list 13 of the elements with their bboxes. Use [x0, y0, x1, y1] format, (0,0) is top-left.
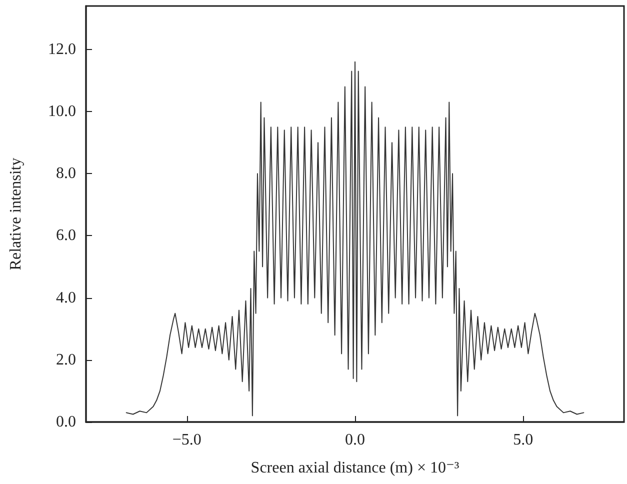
x-tick-label: 5.0 [513, 432, 534, 448]
x-tick-label: −5.0 [172, 432, 202, 448]
y-tick-label: 2.0 [56, 351, 76, 368]
line-series [126, 61, 584, 416]
y-axis-title: Relative intensity [8, 158, 24, 270]
x-tick-label: 0.0 [345, 432, 365, 448]
y-tick-label: 8.0 [56, 165, 76, 182]
y-tick-label: 6.0 [56, 227, 76, 244]
y-tick-label: 12.0 [48, 40, 76, 58]
y-tick-label: 10.0 [48, 103, 76, 120]
y-tick-label: 0.0 [56, 414, 76, 430]
x-axis-title: Screen axial distance (m) × 10⁻³ [250, 460, 460, 476]
y-tick-label: 4.0 [56, 289, 76, 306]
